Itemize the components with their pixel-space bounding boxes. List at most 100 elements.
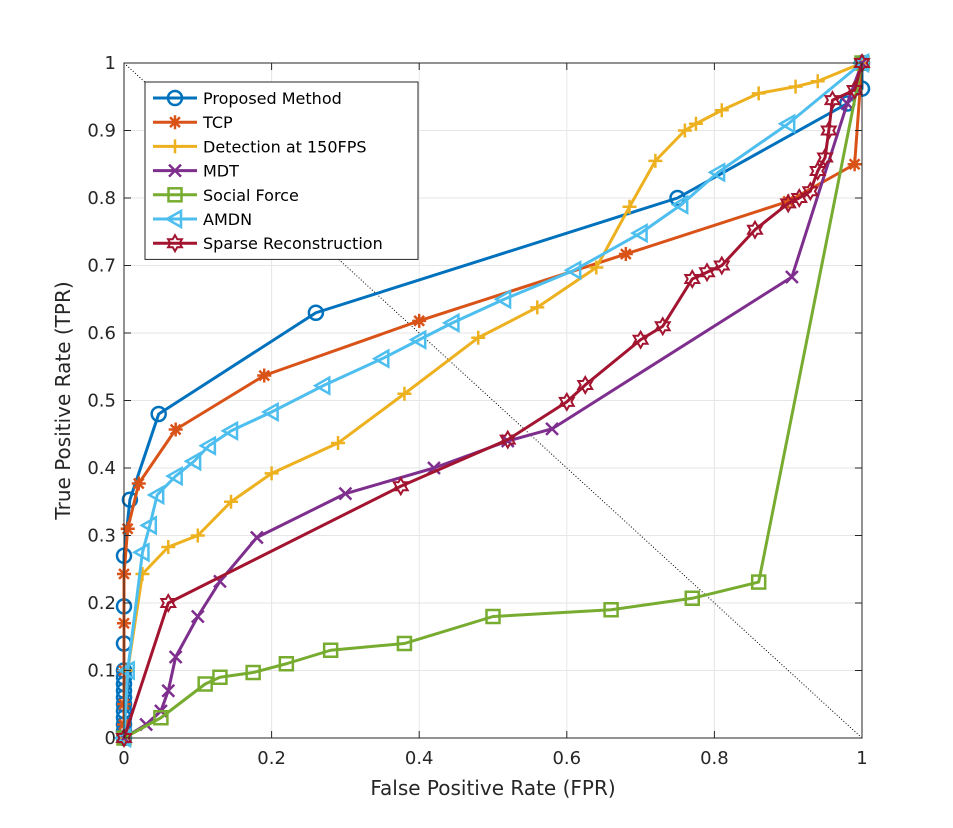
data-point-detection-at-150fps xyxy=(648,153,663,168)
legend-swatch-marker-mdt xyxy=(168,163,182,178)
data-point-amdn xyxy=(777,113,796,134)
data-point-amdn xyxy=(146,484,165,506)
series-line-social-force xyxy=(123,62,864,740)
data-point-detection-at-150fps xyxy=(677,123,692,138)
data-point-social-force xyxy=(278,656,295,672)
data-point-sparse-reconstruction xyxy=(159,592,177,614)
legend-label-mdt: MDT xyxy=(203,162,239,181)
data-point-social-force xyxy=(603,602,619,618)
data-point-detection-at-150fps xyxy=(135,566,150,581)
data-point-tcp xyxy=(847,157,862,172)
data-point-detection-at-150fps xyxy=(810,74,825,89)
data-point-amdn xyxy=(371,348,390,369)
x-tick-label: 1 xyxy=(856,748,867,769)
data-point-amdn xyxy=(131,542,150,563)
data-point-amdn xyxy=(441,312,460,334)
data-point-detection-at-150fps xyxy=(751,86,766,101)
data-point-amdn xyxy=(408,329,427,350)
data-point-sparse-reconstruction xyxy=(698,262,716,283)
legend-label-tcp: TCP xyxy=(202,113,233,132)
y-tick-label: 0.7 xyxy=(87,256,116,277)
data-point-sparse-reconstruction xyxy=(809,160,827,182)
y-tick-label: 0 xyxy=(105,728,116,749)
series-amdn xyxy=(113,52,870,749)
data-point-detection-at-150fps xyxy=(397,386,412,401)
data-point-amdn xyxy=(198,435,217,456)
data-point-amdn xyxy=(261,401,279,423)
y-tick-label: 0.4 xyxy=(87,458,116,479)
data-point-sparse-reconstruction xyxy=(683,268,701,290)
x-tick-label: 0.6 xyxy=(552,748,581,769)
data-point-detection-at-150fps xyxy=(788,79,803,94)
y-tick-label: 0.3 xyxy=(87,526,116,547)
legend: Proposed Method TCP Detection at 150FPS MDT… xyxy=(144,81,419,260)
data-point-sparse-reconstruction xyxy=(820,120,838,141)
legend-swatch-marker-tcp xyxy=(168,115,182,130)
data-point-social-force xyxy=(684,590,701,607)
data-point-social-force xyxy=(396,635,413,652)
data-point-detection-at-150fps xyxy=(331,436,346,451)
data-point-proposed-method xyxy=(307,304,325,321)
y-axis-label: True Positive Rate (TPR) xyxy=(51,281,75,520)
x-tick-label: 0.4 xyxy=(405,748,434,769)
data-point-proposed-method xyxy=(150,405,167,423)
data-point-social-force xyxy=(153,710,169,726)
data-point-tcp xyxy=(257,368,272,383)
data-point-sparse-reconstruction xyxy=(115,727,133,749)
y-tick-label: 1 xyxy=(105,53,116,74)
y-tick-label: 0.5 xyxy=(87,391,116,412)
data-point-amdn xyxy=(707,162,726,183)
y-tick-label: 0.1 xyxy=(87,661,116,682)
data-point-amdn xyxy=(183,451,202,472)
data-point-sparse-reconstruction xyxy=(746,219,764,240)
data-point-social-force xyxy=(485,608,501,625)
data-point-amdn xyxy=(493,289,512,310)
data-point-sparse-reconstruction xyxy=(816,147,834,168)
data-point-amdn xyxy=(165,465,183,487)
data-point-sparse-reconstruction xyxy=(713,255,731,276)
data-point-sparse-reconstruction xyxy=(779,193,797,214)
data-point-amdn xyxy=(670,194,689,215)
legend-swatch-marker-detection-at-150fps xyxy=(168,139,182,154)
series-sparse-reconstruction xyxy=(115,52,871,749)
data-point-proposed-method xyxy=(121,491,139,508)
legend-label-detection-at-150fps: Detection at 150FPS xyxy=(203,137,367,156)
data-point-tcp xyxy=(131,476,146,491)
ticks: 0 0.2 0.4 0.6 0.8 1 0 0.1 0.2 0.3 0.4 0.5 0.6 0.7 0.8 0… xyxy=(87,53,867,769)
data-point-mdt xyxy=(190,609,205,624)
data-point-tcp xyxy=(120,521,135,536)
data-point-amdn xyxy=(630,222,648,244)
data-point-tcp xyxy=(412,313,427,328)
series-line-sparse-reconstruction xyxy=(122,62,864,739)
data-point-amdn xyxy=(220,420,239,442)
data-point-detection-at-150fps xyxy=(224,494,239,509)
legend-swatch-marker-social-force xyxy=(167,187,183,203)
x-tick-label: 0 xyxy=(118,748,129,769)
data-point-tcp xyxy=(618,247,633,262)
data-point-mdt xyxy=(840,96,855,111)
legend-label-amdn: AMDN xyxy=(203,210,252,229)
data-point-detection-at-150fps xyxy=(688,116,703,131)
data-point-detection-at-150fps xyxy=(530,300,545,315)
data-point-detection-at-150fps xyxy=(161,539,176,554)
y-tick-label: 0.2 xyxy=(87,593,116,614)
data-point-mdt xyxy=(249,530,264,545)
data-point-sparse-reconstruction xyxy=(499,429,517,450)
data-point-amdn xyxy=(139,515,158,536)
legend-label-sparse-reconstruction: Sparse Reconstruction xyxy=(203,234,383,253)
data-point-sparse-reconstruction xyxy=(631,329,650,350)
data-point-detection-at-150fps xyxy=(622,199,637,214)
data-point-detection-at-150fps xyxy=(190,528,205,543)
x-axis-label: False Positive Rate (FPR) xyxy=(370,776,615,800)
data-point-amdn xyxy=(563,260,582,281)
data-point-sparse-reconstruction xyxy=(392,476,410,497)
data-point-sparse-reconstruction xyxy=(790,187,808,209)
data-point-sparse-reconstruction xyxy=(801,181,820,202)
data-point-social-force xyxy=(212,669,228,685)
data-point-social-force xyxy=(245,664,261,681)
data-point-sparse-reconstruction xyxy=(558,391,576,412)
data-point-sparse-reconstruction xyxy=(654,316,672,337)
legend-swatch-marker-amdn xyxy=(164,208,183,230)
y-tick-label: 0.8 xyxy=(87,188,116,209)
